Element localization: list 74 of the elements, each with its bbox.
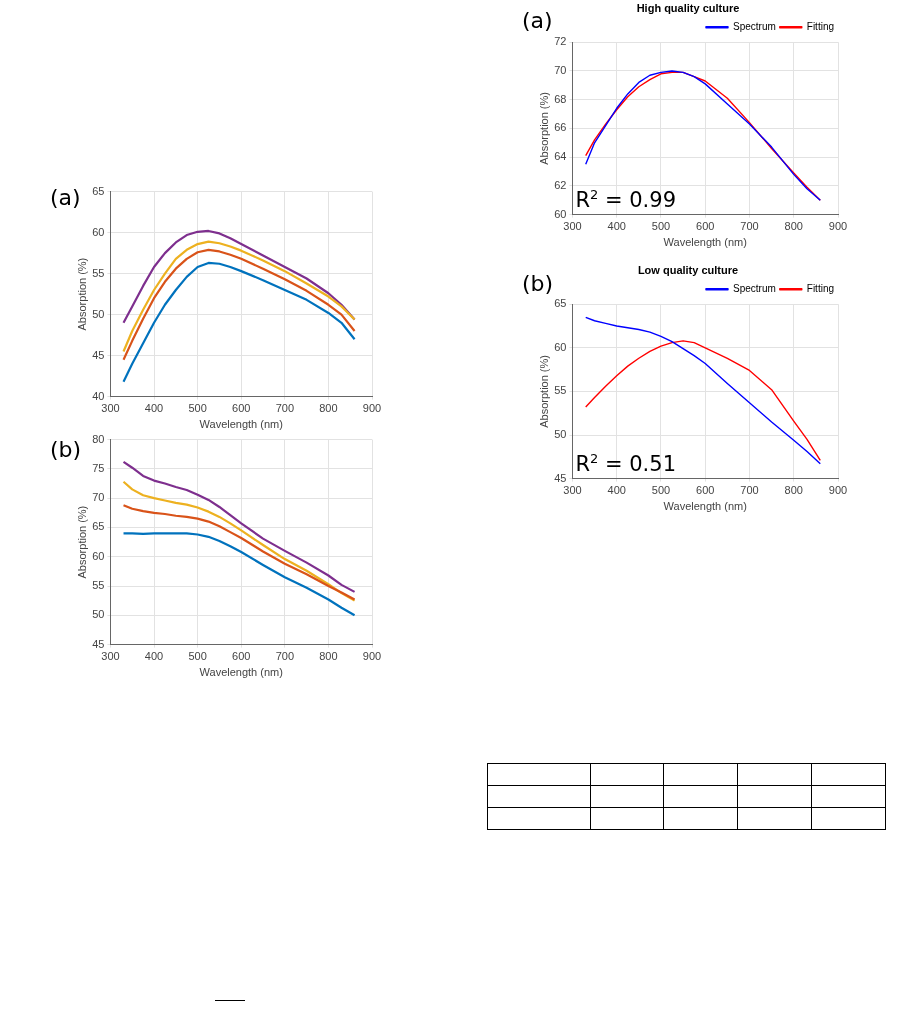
x-tick-label: 800	[784, 220, 803, 233]
y-tick-label: 55	[92, 266, 105, 279]
x-tick-label: 900	[362, 650, 382, 663]
x-tick-label: 300	[101, 650, 120, 663]
y-tick-label: 60	[92, 225, 105, 238]
y-tick-label: 80	[92, 432, 105, 445]
x-tick-label: 800	[319, 650, 338, 663]
annotation: R$^{2}$ = 0.99	[575, 186, 677, 212]
x-tick-label: 700	[740, 220, 759, 233]
x-tick-label: 500	[651, 220, 671, 233]
annotation: R$^{2}$ = 0.51	[575, 450, 677, 476]
y-tick-label: 60	[92, 549, 105, 562]
y-axis-title: Absorption (%)	[75, 257, 88, 331]
x-axis-title: Wavelength (nm)	[199, 418, 283, 431]
y-tick-label: 40	[92, 389, 105, 402]
legend-label: Fitting	[806, 282, 834, 294]
y-tick-label: 50	[554, 428, 567, 441]
y-tick-label: 72	[554, 35, 567, 48]
chart-title: Low quality culture	[637, 263, 739, 276]
x-tick-label: 300	[563, 220, 582, 233]
chart-title: High quality culture	[636, 1, 740, 14]
y-tick-label: 50	[92, 307, 105, 320]
x-tick-label: 400	[144, 650, 164, 663]
x-axis-title: Wavelength (nm)	[663, 500, 747, 513]
x-tick-label: 600	[696, 220, 715, 233]
text: (b)	[522, 271, 554, 296]
x-tick-label: 900	[828, 484, 848, 497]
x-tick-label: 500	[188, 402, 207, 415]
y-tick-label: 65	[554, 297, 567, 310]
y-axis-title: Absorption (%)	[75, 505, 88, 579]
y-tick-label: 45	[92, 637, 105, 650]
x-tick-label: 900	[828, 220, 848, 233]
text: (a)	[522, 8, 553, 33]
text: (a)	[50, 185, 81, 210]
text: (b)	[50, 437, 82, 462]
x-tick-label: 600	[696, 484, 715, 497]
x-axis-title: Wavelength (nm)	[663, 236, 747, 249]
y-axis-title: Absorption (%)	[537, 92, 550, 165]
x-tick-label: 400	[607, 220, 626, 233]
x-tick-label: 600	[232, 650, 251, 663]
x-tick-label: 400	[607, 484, 626, 497]
x-tick-label: 500	[651, 484, 671, 497]
x-tick-label: 700	[275, 650, 294, 663]
y-tick-label: 60	[554, 207, 567, 220]
y-tick-label: 45	[554, 471, 567, 484]
y-tick-label: 64	[554, 150, 567, 163]
x-tick-label: 900	[362, 402, 382, 415]
y-tick-label: 65	[92, 184, 105, 197]
legend-label: Spectrum	[732, 282, 776, 294]
y-tick-label: 50	[92, 608, 105, 621]
x-tick-label: 400	[144, 402, 164, 415]
x-tick-label: 300	[563, 484, 582, 497]
y-tick-label: 75	[92, 461, 105, 474]
y-tick-label: 70	[554, 63, 567, 76]
x-tick-label: 700	[740, 484, 759, 497]
y-tick-label: 55	[92, 579, 105, 592]
y-tick-label: 68	[554, 92, 567, 105]
y-tick-label: 45	[92, 348, 105, 361]
y-tick-label: 55	[554, 384, 567, 397]
x-tick-label: 800	[784, 484, 803, 497]
x-tick-label: 500	[188, 650, 207, 663]
x-tick-label: 700	[275, 402, 294, 415]
y-tick-label: 60	[554, 340, 567, 353]
x-tick-label: 800	[319, 402, 338, 415]
x-tick-label: 600	[232, 402, 251, 415]
y-tick-label: 66	[554, 121, 567, 134]
legend-label: Spectrum	[732, 20, 776, 32]
y-tick-label: 65	[92, 520, 105, 533]
x-axis-title: Wavelength (nm)	[199, 666, 283, 679]
y-tick-label: 62	[554, 178, 567, 191]
y-axis-title: Absorption (%)	[537, 355, 550, 428]
y-tick-label: 70	[92, 491, 105, 504]
legend-label: Fitting	[806, 20, 834, 32]
x-tick-label: 300	[101, 402, 120, 415]
